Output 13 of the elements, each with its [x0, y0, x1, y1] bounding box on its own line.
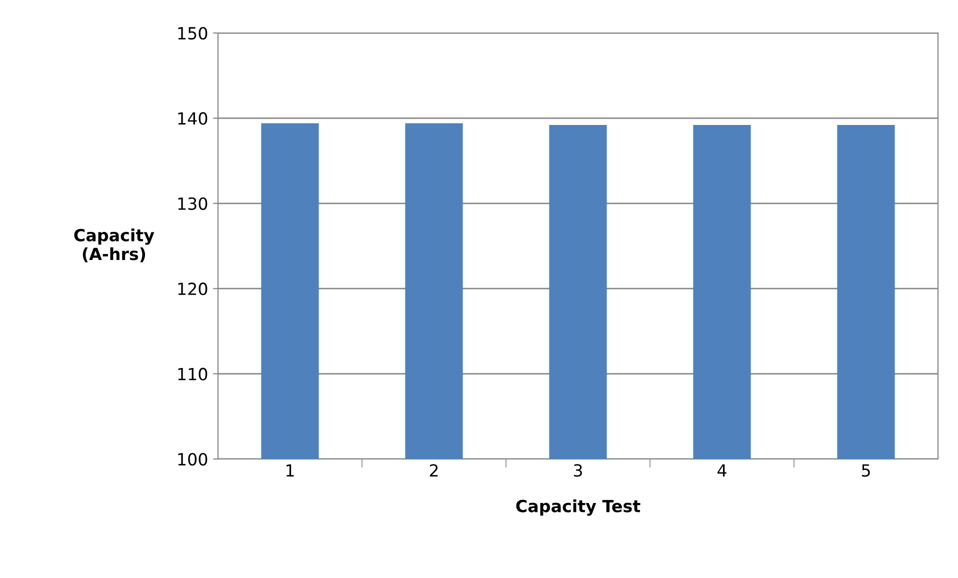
- y-tick-label: 140: [178, 112, 208, 125]
- y-axis-title: Capacity (A-hrs): [74, 228, 154, 262]
- x-tick-label: 5: [862, 464, 870, 477]
- y-tick-label: 110: [178, 368, 208, 380]
- y-tick-label: 130: [178, 197, 208, 210]
- y-tick-label: 100: [178, 452, 208, 466]
- x-tick-label: 4: [718, 464, 726, 477]
- x-tick-label: 3: [574, 464, 582, 477]
- y-tick-label: 150: [178, 26, 208, 40]
- y-tick-label: 120: [178, 282, 208, 296]
- x-tick-label: 1: [286, 464, 294, 477]
- x-tick-label: 2: [430, 464, 438, 477]
- x-axis-title: Capacity Test: [516, 499, 640, 516]
